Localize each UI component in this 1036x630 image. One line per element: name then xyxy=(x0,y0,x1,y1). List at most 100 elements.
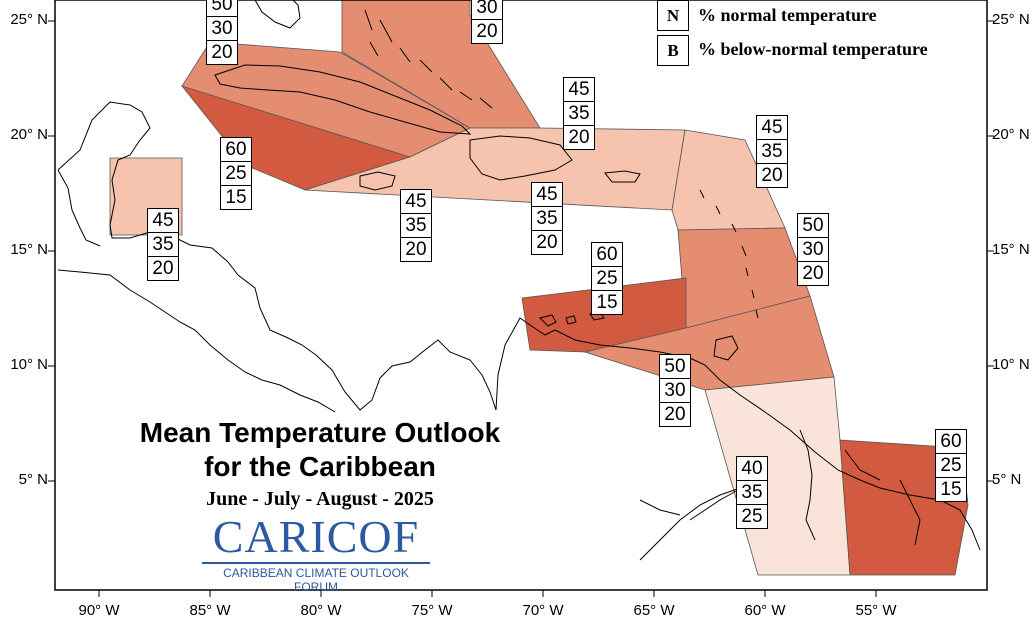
prob-box-windward: 50 30 20 xyxy=(797,213,829,286)
prob-below: 15 xyxy=(591,290,623,315)
map-subtitle: June - July - August - 2025 xyxy=(206,488,434,510)
prob-box-jamaica: 45 35 20 xyxy=(400,189,432,262)
prob-box-guyana: 40 35 25 xyxy=(736,456,768,529)
prob-normal: 25 xyxy=(591,266,623,291)
prob-above: 60 xyxy=(591,242,623,267)
coastline-bahamas xyxy=(364,9,493,109)
lon-label-55w: 55° W xyxy=(855,602,897,619)
caricof-logo-wordmark: CARICOF xyxy=(212,511,420,562)
prob-below: 15 xyxy=(935,477,967,502)
prob-normal: 35 xyxy=(736,480,768,505)
lat-label-25n-left: 25° N xyxy=(10,11,48,28)
coastline-central-america-pacific xyxy=(57,269,336,413)
map-title-line2: for the Caribbean xyxy=(204,451,436,482)
prob-box-belize: 45 35 20 xyxy=(147,208,179,281)
prob-normal: 30 xyxy=(471,0,503,20)
prob-box-hispaniola: 45 35 20 xyxy=(531,182,563,255)
lon-label-90w: 90° W xyxy=(78,602,120,619)
forecast-zone-polygons xyxy=(109,0,969,576)
prob-box-trinidad: 50 30 20 xyxy=(659,354,691,427)
coastline-venezuela-inland xyxy=(639,489,739,521)
prob-box-leeward: 45 35 20 xyxy=(756,115,788,188)
prob-box-bahamas-nw: 50 30 20 xyxy=(206,0,238,65)
prob-below: 25 xyxy=(736,504,768,529)
prob-normal: 35 xyxy=(756,139,788,164)
legend-text-normal: % normal temperature xyxy=(698,5,877,25)
coastline-jamaica xyxy=(359,171,396,191)
prob-box-suriname: 60 25 15 xyxy=(935,429,967,502)
prob-normal: 35 xyxy=(531,206,563,231)
lat-label-20n-right: 20° N xyxy=(992,126,1030,143)
lon-label-80w: 80° W xyxy=(300,602,342,619)
caricof-logo-rule xyxy=(202,562,430,564)
coastline-florida xyxy=(254,0,301,29)
prob-above: 50 xyxy=(659,354,691,379)
legend-text-below: % below-normal temperature xyxy=(698,39,928,59)
lat-label-10n-right: 10° N xyxy=(992,356,1030,373)
prob-above: 45 xyxy=(756,115,788,140)
prob-above: 45 xyxy=(400,189,432,214)
map-frame xyxy=(54,0,988,591)
tick-marks xyxy=(48,20,994,597)
map-title-line1: Mean Temperature Outlook xyxy=(139,417,501,448)
prob-normal: 30 xyxy=(797,237,829,262)
prob-normal: 35 xyxy=(400,213,432,238)
prob-normal: 30 xyxy=(659,378,691,403)
prob-normal: 35 xyxy=(563,101,595,126)
coastline-yucatan xyxy=(57,169,101,247)
legend-key-normal: N xyxy=(657,0,689,31)
prob-below: 20 xyxy=(400,237,432,262)
prob-normal: 25 xyxy=(220,161,252,186)
prob-above: 40 xyxy=(736,456,768,481)
coastline-lesser-antilles xyxy=(699,189,759,319)
prob-box-cayman: 60 25 15 xyxy=(220,137,252,210)
coastline-cuba xyxy=(214,64,472,135)
prob-above: 50 xyxy=(797,213,829,238)
lat-label-20n-left: 20° N xyxy=(10,126,48,143)
map-title-block: Mean Temperature Outlook for the Caribbe… xyxy=(80,416,560,511)
lat-label-5n-left: 5° N xyxy=(18,471,48,488)
coastline-south-america-west xyxy=(639,487,741,561)
caricof-logo: CARICOF CARIBBEAN CLIMATE OUTLOOK FORUM xyxy=(200,514,432,594)
prob-normal: 30 xyxy=(206,16,238,41)
prob-above: 60 xyxy=(935,429,967,454)
prob-above: 60 xyxy=(220,137,252,162)
prob-below: 20 xyxy=(206,40,238,65)
prob-below: 20 xyxy=(563,125,595,150)
lat-label-5n-right: 5° N xyxy=(992,471,1022,488)
coastline-guianas-inland xyxy=(799,429,921,546)
prob-normal: 35 xyxy=(147,232,179,257)
prob-above: 45 xyxy=(563,77,595,102)
prob-below: 20 xyxy=(797,261,829,286)
lat-label-25n-right: 25° N xyxy=(992,11,1030,28)
prob-box-abc: 60 25 15 xyxy=(591,242,623,315)
coastline-central-america xyxy=(57,101,556,411)
prob-below: 20 xyxy=(531,230,563,255)
lon-label-85w: 85° W xyxy=(189,602,231,619)
lat-label-15n-left: 15° N xyxy=(10,241,48,258)
lon-label-60w: 60° W xyxy=(744,602,786,619)
prob-above: 50 xyxy=(206,0,238,17)
lon-label-70w: 70° W xyxy=(522,602,564,619)
coastline-trinidad xyxy=(713,335,739,361)
lon-label-75w: 75° W xyxy=(411,602,453,619)
coastline-puerto-rico xyxy=(604,170,641,183)
lat-label-15n-right: 15° N xyxy=(992,241,1030,258)
prob-below: 20 xyxy=(659,402,691,427)
caricof-logo-tagline: CARIBBEAN CLIMATE OUTLOOK FORUM xyxy=(223,566,409,594)
prob-box-turks-caicos: 45 35 20 xyxy=(563,77,595,150)
prob-below: 20 xyxy=(471,19,503,44)
prob-normal: 25 xyxy=(935,453,967,478)
coastline-hispaniola xyxy=(469,135,573,181)
prob-box-bahamas-se: 50 30 20 xyxy=(471,0,503,44)
zone-guyana xyxy=(704,376,851,576)
prob-below: 15 xyxy=(220,185,252,210)
prob-above: 45 xyxy=(147,208,179,233)
prob-above: 45 xyxy=(531,182,563,207)
prob-below: 20 xyxy=(756,163,788,188)
prob-below: 20 xyxy=(147,256,179,281)
lat-label-10n-left: 10° N xyxy=(10,356,48,373)
lon-label-65w: 65° W xyxy=(633,602,675,619)
legend-key-below: B xyxy=(657,35,689,66)
